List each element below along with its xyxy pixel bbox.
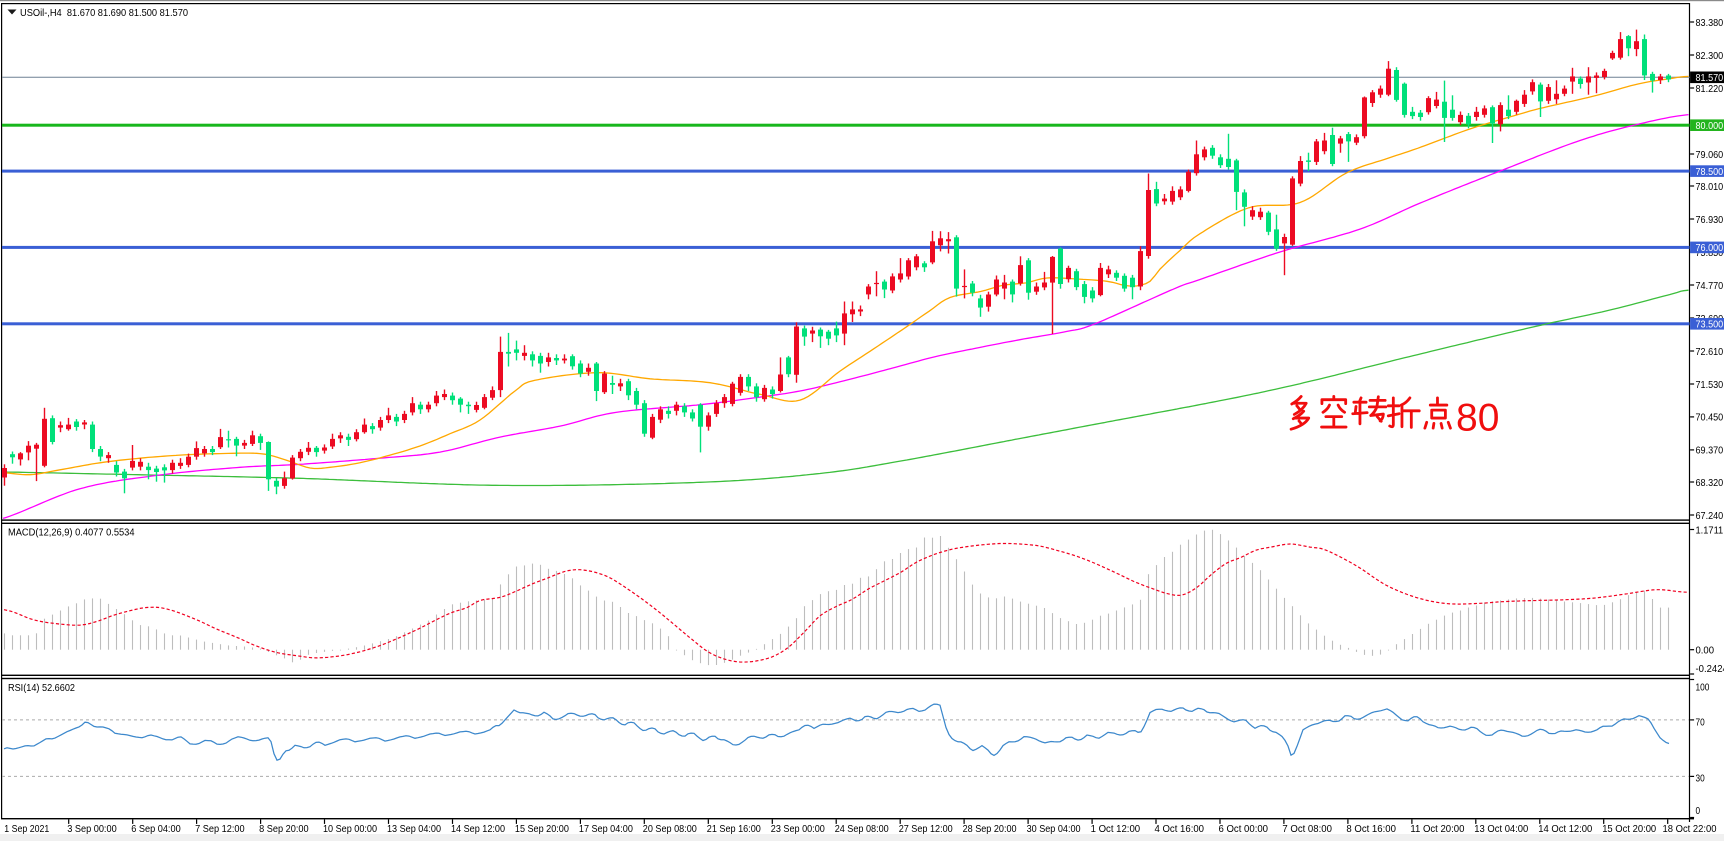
svg-text:74.770: 74.770 xyxy=(1696,281,1724,292)
svg-text:15 Sep 20:00: 15 Sep 20:00 xyxy=(515,824,569,835)
svg-text:1 Oct 12:00: 1 Oct 12:00 xyxy=(1091,824,1141,835)
svg-text:79.060: 79.060 xyxy=(1696,150,1724,161)
svg-text:15 Oct 20:00: 15 Oct 20:00 xyxy=(1602,824,1656,835)
svg-text:70.450: 70.450 xyxy=(1696,413,1724,424)
svg-text:USOil-,H4 81.670 81.690 81.50: USOil-,H4 81.670 81.690 81.500 81.570 xyxy=(20,8,188,19)
svg-text:4 Oct 16:00: 4 Oct 16:00 xyxy=(1155,824,1205,835)
svg-text:7 Oct 08:00: 7 Oct 08:00 xyxy=(1282,824,1332,835)
svg-text:67.240: 67.240 xyxy=(1696,511,1724,522)
svg-text:6 Oct 00:00: 6 Oct 00:00 xyxy=(1219,824,1269,835)
svg-text:6 Sep 04:00: 6 Sep 04:00 xyxy=(131,824,181,835)
svg-text:17 Sep 04:00: 17 Sep 04:00 xyxy=(579,824,633,835)
svg-text:82.300: 82.300 xyxy=(1696,51,1724,62)
svg-text:100: 100 xyxy=(1696,682,1710,693)
svg-text:20 Sep 08:00: 20 Sep 08:00 xyxy=(643,824,697,835)
svg-text:-0.2424: -0.2424 xyxy=(1696,664,1724,675)
svg-text:23 Sep 00:00: 23 Sep 00:00 xyxy=(771,824,825,835)
svg-text:80: 80 xyxy=(1456,397,1499,440)
svg-text:70: 70 xyxy=(1696,717,1705,728)
svg-text:RSI(14) 52.6602: RSI(14) 52.6602 xyxy=(8,683,75,694)
svg-text:81.220: 81.220 xyxy=(1696,84,1724,95)
svg-text:7 Sep 12:00: 7 Sep 12:00 xyxy=(195,824,245,835)
svg-text:27 Sep 12:00: 27 Sep 12:00 xyxy=(899,824,953,835)
svg-text:MACD(12,26,9) 0.4077 0.5534: MACD(12,26,9) 0.4077 0.5534 xyxy=(8,528,135,539)
svg-text:78.500: 78.500 xyxy=(1696,167,1724,178)
svg-text:76.930: 76.930 xyxy=(1696,215,1724,226)
svg-text:75.850: 75.850 xyxy=(1696,248,1724,259)
svg-text:13 Oct 04:00: 13 Oct 04:00 xyxy=(1474,824,1528,835)
svg-text:30: 30 xyxy=(1696,773,1705,784)
svg-text:30 Sep 04:00: 30 Sep 04:00 xyxy=(1027,824,1081,835)
svg-text:83.380: 83.380 xyxy=(1696,18,1724,29)
svg-text:69.370: 69.370 xyxy=(1696,446,1724,457)
svg-text:11 Oct 20:00: 11 Oct 20:00 xyxy=(1410,824,1464,835)
svg-text:68.320: 68.320 xyxy=(1696,478,1724,489)
svg-text:81.570: 81.570 xyxy=(1696,73,1724,84)
svg-text:14 Sep 12:00: 14 Sep 12:00 xyxy=(451,824,505,835)
svg-text:0.00: 0.00 xyxy=(1696,646,1715,657)
svg-text:1 Sep 2021: 1 Sep 2021 xyxy=(4,824,49,835)
svg-text:73.500: 73.500 xyxy=(1696,320,1724,331)
svg-text:1.1711: 1.1711 xyxy=(1696,525,1724,536)
svg-text:18 Oct 22:00: 18 Oct 22:00 xyxy=(1663,824,1717,835)
svg-text:13 Sep 04:00: 13 Sep 04:00 xyxy=(387,824,441,835)
svg-text:71.530: 71.530 xyxy=(1696,380,1724,391)
svg-text:76.000: 76.000 xyxy=(1696,243,1724,254)
svg-text:8 Sep 20:00: 8 Sep 20:00 xyxy=(259,824,309,835)
svg-text:3 Sep 00:00: 3 Sep 00:00 xyxy=(67,824,117,835)
svg-text:8 Oct 16:00: 8 Oct 16:00 xyxy=(1346,824,1396,835)
svg-text:21 Sep 16:00: 21 Sep 16:00 xyxy=(707,824,761,835)
svg-text:80.000: 80.000 xyxy=(1696,121,1724,132)
svg-text:0: 0 xyxy=(1696,806,1701,817)
svg-text:78.010: 78.010 xyxy=(1696,182,1724,193)
svg-text:72.610: 72.610 xyxy=(1696,347,1724,358)
svg-text:24 Sep 08:00: 24 Sep 08:00 xyxy=(835,824,889,835)
svg-text:10 Sep 00:00: 10 Sep 00:00 xyxy=(323,824,377,835)
svg-text:28 Sep 20:00: 28 Sep 20:00 xyxy=(963,824,1017,835)
svg-text:14 Oct 12:00: 14 Oct 12:00 xyxy=(1538,824,1592,835)
